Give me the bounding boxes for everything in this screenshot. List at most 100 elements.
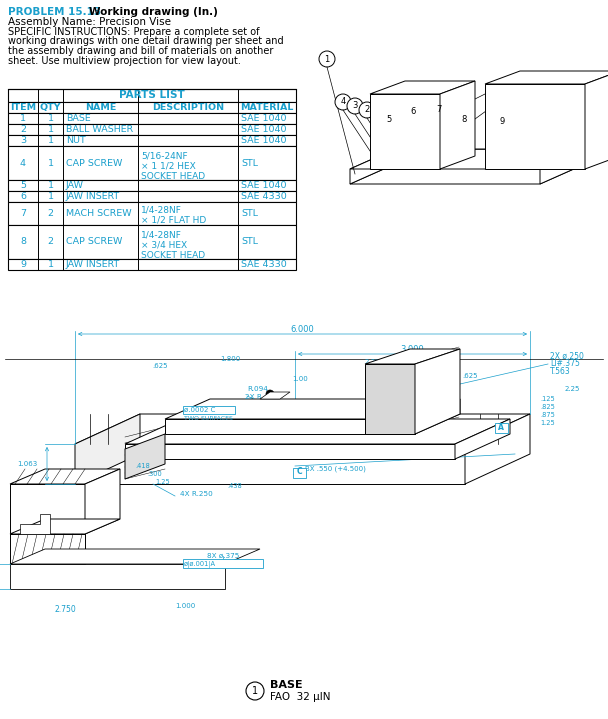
- Text: DESCRIPTION: DESCRIPTION: [152, 103, 224, 112]
- Polygon shape: [370, 94, 440, 169]
- Polygon shape: [10, 519, 120, 534]
- Text: × 1/2 FLAT HD: × 1/2 FLAT HD: [141, 216, 206, 224]
- Text: 2: 2: [20, 125, 26, 134]
- Polygon shape: [165, 419, 415, 434]
- Text: 9: 9: [20, 260, 26, 269]
- Bar: [8, 191, 296, 202]
- Bar: [183, 406, 235, 414]
- Circle shape: [398, 127, 412, 141]
- Circle shape: [387, 116, 423, 152]
- Text: 1: 1: [20, 114, 26, 123]
- Polygon shape: [440, 81, 475, 169]
- Polygon shape: [370, 81, 475, 94]
- Text: 1: 1: [47, 260, 54, 269]
- Polygon shape: [485, 84, 585, 169]
- Polygon shape: [10, 549, 260, 564]
- Circle shape: [266, 390, 274, 398]
- Text: 1.000: 1.000: [175, 603, 195, 609]
- Text: MACH SCREW: MACH SCREW: [66, 209, 131, 218]
- Bar: [8, 89, 296, 102]
- Text: STL: STL: [241, 237, 258, 247]
- Text: SPECIFIC INSTRUCTIONS: Prepare a complete set of: SPECIFIC INSTRUCTIONS: Prepare a complet…: [8, 27, 260, 37]
- Circle shape: [381, 111, 397, 127]
- Text: the assembly drawing and bill of materials on another: the assembly drawing and bill of materia…: [8, 46, 274, 56]
- Text: BALL WASHER: BALL WASHER: [66, 125, 133, 134]
- Circle shape: [319, 51, 335, 67]
- Text: 2.25: 2.25: [565, 386, 581, 392]
- Text: STL: STL: [241, 209, 258, 218]
- Text: × 3/4 HEX: × 3/4 HEX: [141, 240, 187, 249]
- Text: SOCKET HEAD: SOCKET HEAD: [141, 172, 205, 180]
- Text: T.563: T.563: [550, 367, 571, 377]
- Text: TWO SURFACES: TWO SURFACES: [184, 416, 233, 421]
- Text: 1.800: 1.800: [220, 356, 240, 362]
- Text: ø.0002 C: ø.0002 C: [184, 407, 215, 413]
- Text: 3.000: 3.000: [400, 344, 424, 354]
- Text: 5: 5: [386, 114, 392, 124]
- Text: .125: .125: [540, 396, 554, 402]
- Text: SAE 1040: SAE 1040: [241, 114, 286, 123]
- Text: 1: 1: [47, 158, 54, 168]
- Text: 3: 3: [352, 101, 358, 111]
- Text: 6: 6: [410, 108, 416, 116]
- Text: C: C: [296, 467, 302, 477]
- Text: CAP SCREW: CAP SCREW: [66, 237, 122, 247]
- Text: 7: 7: [20, 209, 26, 218]
- Text: 1.00: 1.00: [292, 376, 308, 382]
- Text: 6.000: 6.000: [290, 324, 314, 334]
- Circle shape: [456, 111, 472, 127]
- Text: 4: 4: [340, 98, 345, 106]
- Polygon shape: [75, 414, 140, 484]
- Text: 2.750: 2.750: [54, 605, 76, 613]
- Bar: [183, 559, 263, 568]
- Polygon shape: [125, 434, 165, 479]
- Bar: [8, 225, 296, 259]
- Polygon shape: [10, 469, 120, 484]
- Text: 2.375: 2.375: [365, 359, 385, 365]
- Text: 5: 5: [20, 181, 26, 190]
- Text: CAP SCREW: CAP SCREW: [66, 158, 122, 168]
- Text: PROBLEM 15.13: PROBLEM 15.13: [8, 7, 101, 17]
- Text: .300: .300: [148, 471, 162, 477]
- Text: JAW INSERT: JAW INSERT: [66, 192, 120, 201]
- Polygon shape: [125, 444, 455, 459]
- Circle shape: [359, 102, 375, 118]
- Text: BASE: BASE: [270, 680, 303, 690]
- Text: .825: .825: [540, 404, 555, 410]
- Polygon shape: [485, 71, 608, 84]
- Text: JAW: JAW: [66, 181, 84, 190]
- Polygon shape: [10, 534, 85, 564]
- Text: 4: 4: [20, 158, 26, 168]
- Text: 2X R: 2X R: [245, 394, 262, 400]
- Circle shape: [246, 682, 264, 700]
- Text: PARTS LIST: PARTS LIST: [119, 91, 185, 101]
- Polygon shape: [415, 349, 460, 434]
- Polygon shape: [350, 164, 585, 184]
- Text: SAE 1040: SAE 1040: [241, 136, 286, 145]
- Text: 6: 6: [20, 192, 26, 201]
- Text: .438: .438: [227, 483, 243, 489]
- Text: 1.25: 1.25: [540, 420, 554, 426]
- Text: BASE: BASE: [66, 114, 91, 123]
- Polygon shape: [125, 419, 510, 444]
- Text: 7: 7: [437, 104, 441, 114]
- Circle shape: [494, 114, 510, 130]
- Text: .625: .625: [417, 369, 433, 375]
- Text: R.094: R.094: [247, 386, 268, 392]
- Polygon shape: [260, 392, 290, 399]
- Text: 5/16-24NF: 5/16-24NF: [141, 151, 188, 160]
- Circle shape: [383, 402, 397, 416]
- Text: FAO  32 μIN: FAO 32 μIN: [270, 692, 331, 702]
- Text: SAE 1040: SAE 1040: [241, 125, 286, 134]
- Text: 4X R.250: 4X R.250: [180, 491, 213, 497]
- Polygon shape: [10, 564, 225, 589]
- Text: 1: 1: [252, 686, 258, 696]
- Text: 2: 2: [364, 106, 370, 114]
- Text: 1/4-28NF: 1/4-28NF: [141, 230, 182, 239]
- Text: SAE 4330: SAE 4330: [241, 260, 287, 269]
- Text: .625: .625: [152, 363, 168, 369]
- Text: 1.063: 1.063: [17, 461, 37, 467]
- Text: 2: 2: [47, 237, 54, 247]
- Polygon shape: [10, 484, 85, 534]
- Polygon shape: [365, 364, 415, 434]
